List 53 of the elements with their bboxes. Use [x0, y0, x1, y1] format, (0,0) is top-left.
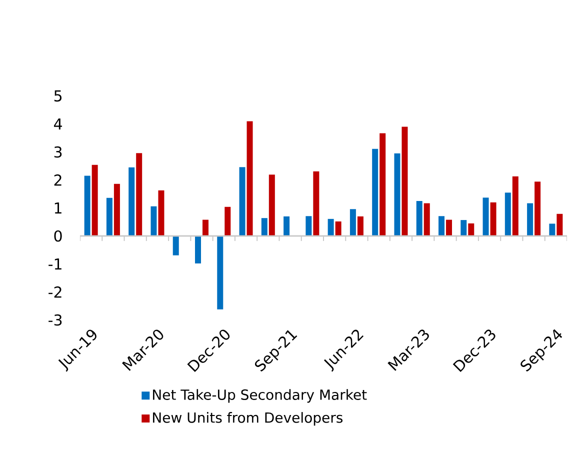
bar [128, 167, 135, 236]
bar [482, 198, 489, 236]
legend-label: New Units from Developers [153, 412, 343, 426]
bar [490, 202, 496, 236]
y-tick-label: 3 [54, 146, 62, 158]
bar [460, 220, 467, 236]
bar [372, 148, 378, 236]
bar [328, 218, 334, 236]
y-tick-label: 1 [54, 202, 62, 214]
bar [394, 153, 400, 236]
bar [106, 198, 112, 236]
bar [150, 206, 157, 236]
bar [504, 192, 511, 236]
y-tick-label: -1 [48, 258, 62, 270]
bar [306, 216, 312, 236]
y-tick-label: 0 [54, 230, 62, 242]
bar [172, 236, 179, 256]
bar [268, 174, 275, 236]
bar [195, 236, 201, 264]
bar [84, 176, 90, 236]
bar [114, 184, 120, 236]
bar [136, 153, 142, 236]
y-tick-label: -3 [48, 314, 62, 326]
bar [556, 214, 563, 236]
bar [468, 223, 474, 236]
bar [527, 203, 534, 236]
bar [446, 220, 452, 236]
bar [246, 121, 253, 236]
y-tick-label: -2 [48, 286, 62, 298]
bar [357, 216, 364, 236]
bar [224, 206, 231, 236]
bar [261, 218, 268, 236]
bar [534, 182, 541, 236]
bar [438, 216, 444, 236]
bar [549, 224, 556, 236]
bar [158, 190, 164, 236]
bar [424, 203, 430, 236]
bar [313, 171, 320, 236]
bar [284, 216, 290, 236]
bar [335, 221, 342, 236]
y-tick-label: 4 [54, 118, 62, 130]
bar [239, 167, 246, 236]
y-tick-label: 5 [54, 90, 62, 102]
bar [350, 209, 356, 236]
bar [402, 126, 408, 236]
bar [92, 164, 98, 236]
bar [380, 133, 386, 236]
bar [217, 236, 224, 310]
y-tick-label: 2 [54, 174, 62, 186]
bar [202, 220, 209, 236]
bar [512, 176, 518, 236]
bar [416, 201, 422, 236]
legend-label: Net Take-Up Secondary Market [153, 389, 367, 403]
